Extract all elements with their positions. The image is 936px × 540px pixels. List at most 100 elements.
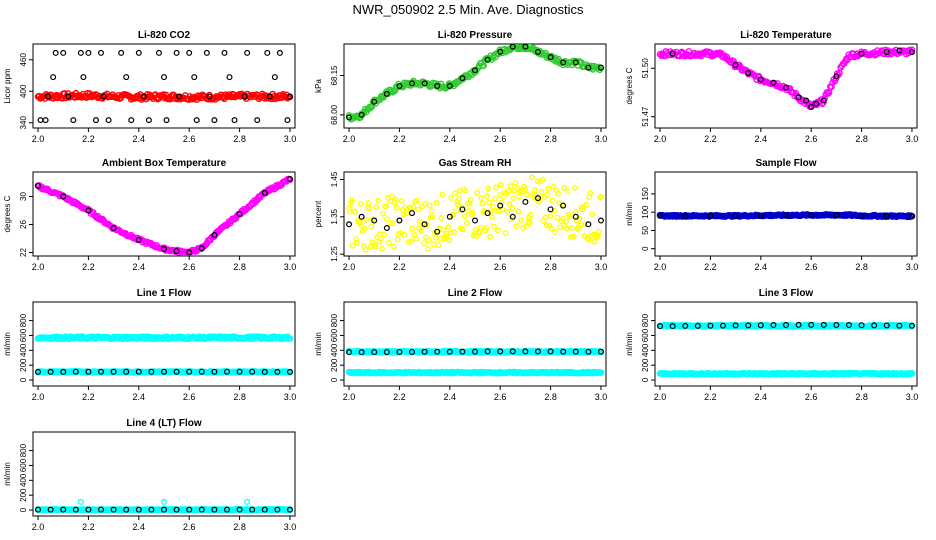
data-point xyxy=(560,348,567,355)
y-tick-label: 22 xyxy=(19,248,28,257)
y-tick-label: 0 xyxy=(641,377,650,382)
data-point xyxy=(261,368,268,375)
data-point xyxy=(186,249,193,256)
series-samples xyxy=(35,368,293,375)
data-point xyxy=(547,54,554,61)
data-point xyxy=(186,368,193,375)
y-tick-label: 800 xyxy=(19,313,28,327)
data-point xyxy=(803,97,810,104)
data-point xyxy=(241,93,248,100)
data-point xyxy=(509,44,516,50)
data-point xyxy=(249,506,256,513)
y-axis-label: kPa xyxy=(314,79,323,93)
data-point xyxy=(513,223,520,230)
data-point xyxy=(407,204,414,211)
data-point xyxy=(782,322,789,329)
y-tick-label: 200 xyxy=(641,358,650,372)
data-point xyxy=(472,217,479,224)
panel-7: Line 1 Flow ml/min 2.0 2.2 2.4 2.6 2.8 3.0 0 2004… xyxy=(3,288,296,402)
data-point xyxy=(409,80,416,87)
data-point xyxy=(271,74,278,81)
data-point xyxy=(547,213,554,219)
data-point xyxy=(462,188,469,194)
data-point xyxy=(226,74,233,81)
data-point xyxy=(682,212,689,219)
data-point xyxy=(883,49,890,56)
x-tick-label: 3.0 xyxy=(595,392,608,402)
plot-frame xyxy=(654,171,918,257)
data-point xyxy=(485,185,492,192)
data-point xyxy=(163,117,170,124)
data-point xyxy=(732,322,739,329)
data-point xyxy=(435,242,442,249)
data-point xyxy=(173,248,180,255)
data-point xyxy=(476,229,483,236)
data-point xyxy=(478,195,485,202)
data-point xyxy=(467,196,474,203)
data-point xyxy=(577,222,584,228)
data-point xyxy=(452,190,458,197)
data-point xyxy=(828,83,835,91)
data-point xyxy=(682,322,689,329)
panel-5: Gas Stream RH percent 2.0 2.2 2.4 2.6 2.8 3.0 1.… xyxy=(314,158,607,272)
data-point xyxy=(521,183,528,190)
data-point xyxy=(524,191,530,198)
data-point xyxy=(428,208,435,215)
x-tick-label: 2.6 xyxy=(494,134,507,144)
x-tick-label: 2.6 xyxy=(183,392,196,402)
data-point xyxy=(223,506,230,513)
data-point xyxy=(45,93,52,100)
data-point xyxy=(363,217,370,223)
data-point xyxy=(400,211,407,218)
data-point xyxy=(833,212,840,219)
data-point xyxy=(492,196,498,203)
data-point xyxy=(808,103,815,110)
data-point xyxy=(745,322,752,329)
data-point xyxy=(808,212,815,219)
data-point xyxy=(396,217,403,224)
data-point xyxy=(833,73,840,80)
data-point xyxy=(413,235,420,242)
data-point xyxy=(720,322,727,329)
data-point xyxy=(358,213,365,220)
data-point xyxy=(453,208,459,215)
data-point xyxy=(173,506,180,513)
x-tick-label: 2.6 xyxy=(183,262,196,272)
x-tick-label: 2.6 xyxy=(494,262,507,272)
data-point xyxy=(244,498,251,505)
x-tick-label: 2.4 xyxy=(755,392,768,402)
series-line-flow xyxy=(34,333,294,343)
data-point xyxy=(35,368,42,375)
figure-title: NWR_050902 2.5 Min. Ave. Diagnostics xyxy=(353,2,584,17)
data-point xyxy=(98,506,105,513)
data-point xyxy=(564,225,570,232)
x-tick-label: 2.4 xyxy=(755,262,768,272)
data-point xyxy=(432,234,439,241)
data-point xyxy=(782,212,789,219)
data-point xyxy=(570,233,577,240)
data-point xyxy=(286,506,293,513)
plot-frame xyxy=(654,43,918,129)
x-tick-label: 2.0 xyxy=(654,262,667,272)
x-tick-label: 2.0 xyxy=(32,392,45,402)
x-tick-label: 3.0 xyxy=(284,392,297,402)
y-tick-label: 51.50 xyxy=(641,58,650,79)
data-point xyxy=(394,236,401,243)
data-point xyxy=(41,185,49,192)
data-point xyxy=(568,224,575,231)
y-tick-label: 100 xyxy=(641,205,650,219)
data-point xyxy=(770,79,777,86)
data-point xyxy=(240,205,248,213)
data-point xyxy=(381,231,387,238)
y-tick-label: 200 xyxy=(19,488,28,502)
data-point xyxy=(391,199,398,206)
data-point xyxy=(231,117,238,124)
data-point xyxy=(820,321,827,328)
data-point xyxy=(560,59,567,66)
data-point xyxy=(98,368,105,375)
y-tick-label: 1.35 xyxy=(330,208,339,224)
data-point xyxy=(206,93,213,100)
series-samples xyxy=(37,49,293,124)
data-point xyxy=(390,243,397,250)
